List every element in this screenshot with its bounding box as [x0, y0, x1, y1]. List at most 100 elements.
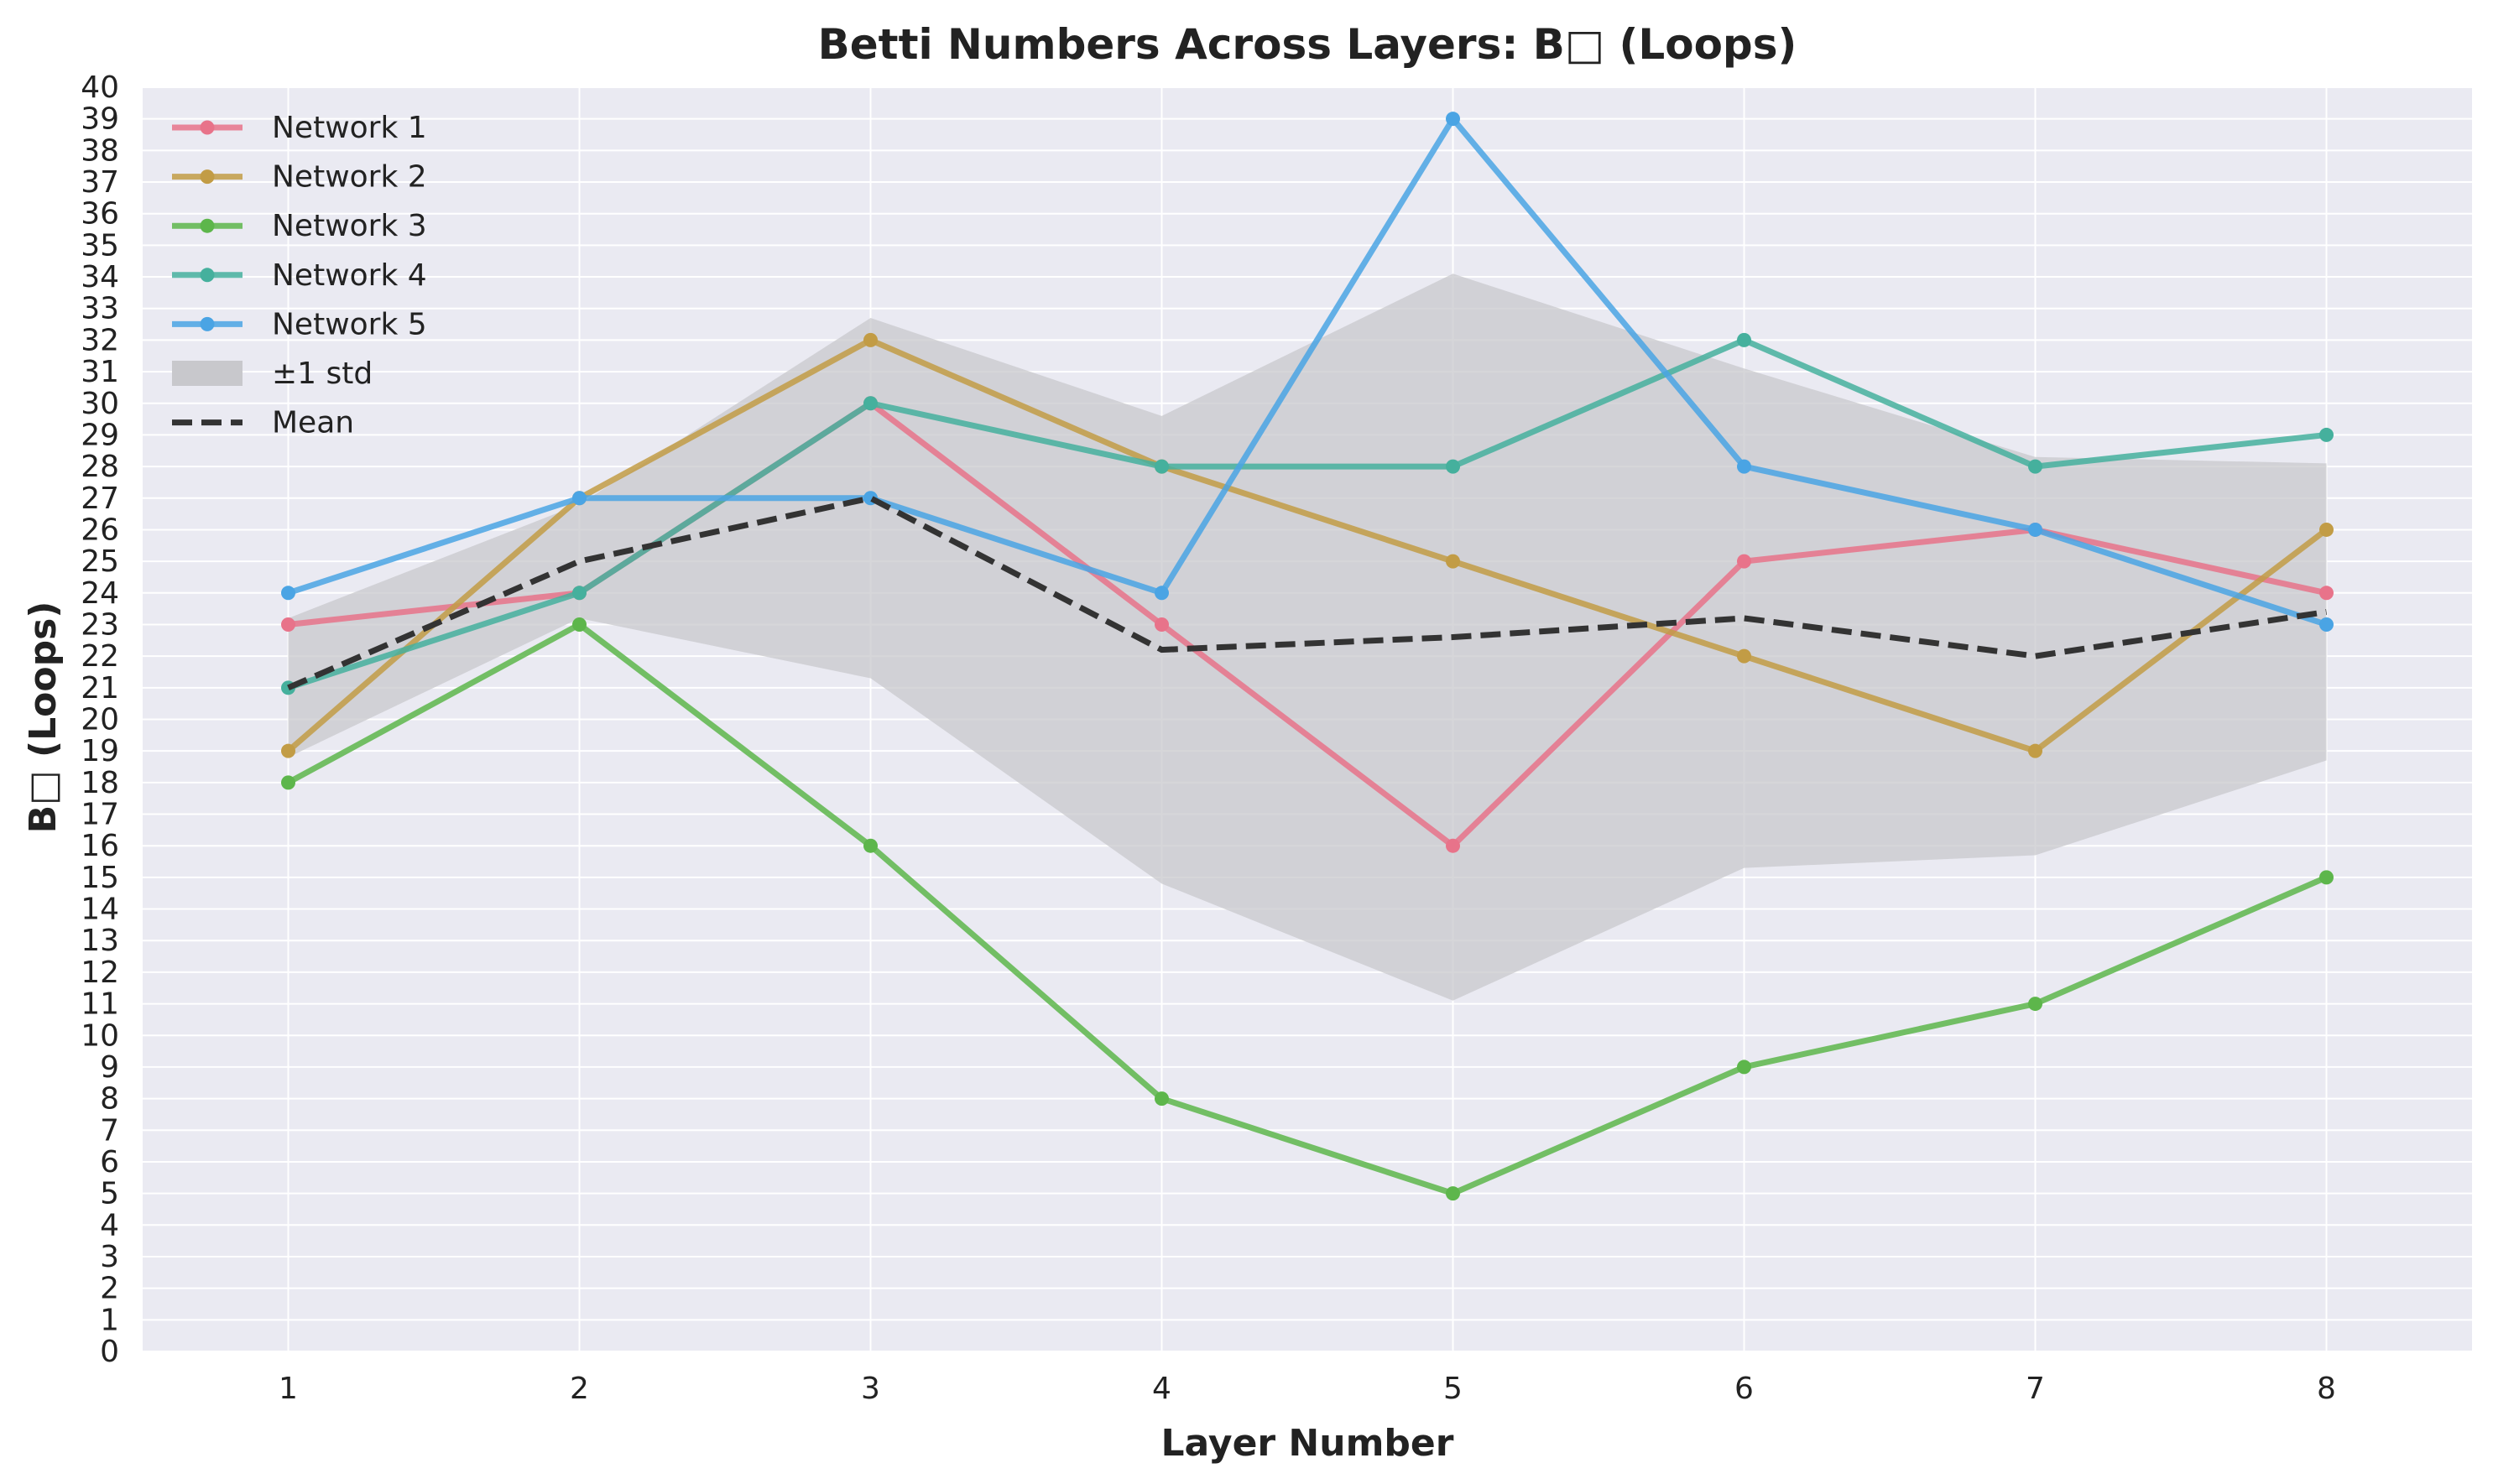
series-network-3	[281, 617, 2334, 1201]
y-tick-label: 24	[81, 576, 119, 611]
data-point	[1446, 838, 1460, 853]
legend-label: Network 1	[272, 111, 427, 145]
data-point	[2028, 743, 2042, 758]
legend-item: Network 1	[172, 111, 427, 145]
y-tick-labels: 0123456789101112131415161718192021222324…	[81, 70, 119, 1369]
y-tick-label: 5	[100, 1177, 119, 1211]
y-tick-label: 16	[81, 829, 119, 863]
legend-item: Network 4	[172, 258, 427, 293]
legend-item: Mean	[172, 406, 354, 440]
series-layer	[281, 112, 2334, 1201]
x-axis-label: Layer Number	[1161, 1422, 1454, 1465]
data-point	[2319, 522, 2334, 537]
data-point	[1737, 459, 1751, 474]
legend-marker	[200, 268, 215, 283]
x-tick-label: 3	[861, 1372, 880, 1406]
y-tick-label: 35	[81, 228, 119, 263]
data-point	[572, 491, 587, 506]
legend-item: Network 5	[172, 307, 427, 341]
legend-item: Network 3	[172, 209, 427, 243]
data-point	[281, 743, 295, 758]
y-tick-label: 23	[81, 607, 119, 642]
y-tick-label: 2	[100, 1272, 119, 1306]
data-point	[1737, 1060, 1751, 1075]
legend: Network 1 Network 2 Network 3 Network 4 Netw…	[172, 111, 427, 440]
legend-marker	[200, 316, 215, 331]
data-point	[1155, 586, 1169, 601]
series-network-5	[281, 112, 2334, 632]
x-tick-label: 4	[1152, 1372, 1171, 1406]
y-tick-label: 37	[81, 165, 119, 200]
y-tick-label: 11	[81, 987, 119, 1022]
data-point	[2028, 997, 2042, 1012]
y-tick-label: 10	[81, 1018, 119, 1053]
x-tick-label: 6	[1734, 1372, 1754, 1406]
y-tick-label: 31	[81, 355, 119, 389]
y-tick-label: 26	[81, 513, 119, 547]
y-tick-label: 39	[81, 102, 119, 137]
y-tick-label: 13	[81, 924, 119, 958]
data-point	[2319, 427, 2334, 442]
data-point	[1446, 459, 1460, 474]
legend-swatch	[172, 361, 243, 386]
y-tick-label: 17	[81, 798, 119, 832]
data-point	[2028, 459, 2042, 474]
data-point	[281, 586, 295, 601]
y-tick-label: 32	[81, 323, 119, 357]
y-tick-label: 9	[100, 1050, 119, 1085]
y-tick-label: 36	[81, 197, 119, 232]
y-tick-label: 33	[81, 292, 119, 326]
y-tick-label: 0	[100, 1335, 119, 1369]
data-point	[2319, 617, 2334, 632]
series-line	[287, 336, 2327, 691]
data-point	[1737, 332, 1751, 347]
y-tick-label: 4	[100, 1208, 119, 1242]
x-tick-label: 8	[2317, 1372, 2336, 1406]
y-tick-label: 40	[81, 70, 119, 105]
std-band	[288, 273, 2327, 1001]
x-tick-labels: 1 2 3 4 5 6 7 8	[279, 1372, 2336, 1406]
x-tick-label: 2	[570, 1372, 589, 1406]
y-tick-label: 7	[100, 1113, 119, 1148]
legend-label: Network 4	[272, 258, 427, 293]
legend-marker	[200, 218, 215, 233]
x-tick-label: 7	[2026, 1372, 2045, 1406]
y-tick-label: 15	[81, 861, 119, 895]
y-tick-label: 25	[81, 544, 119, 579]
data-point	[572, 617, 587, 632]
y-tick-label: 22	[81, 639, 119, 674]
y-tick-label: 18	[81, 766, 119, 800]
x-tick-label: 5	[1443, 1372, 1463, 1406]
series-line	[286, 336, 2329, 754]
data-point	[1446, 112, 1460, 127]
series-line	[286, 621, 2328, 1197]
data-point	[863, 396, 878, 411]
y-tick-label: 1	[100, 1303, 119, 1337]
legend-item: Network 2	[172, 160, 427, 195]
y-tick-label: 28	[81, 450, 119, 484]
data-point	[1737, 554, 1751, 569]
legend-item: ±1 std	[172, 357, 373, 391]
data-point	[2028, 522, 2042, 537]
y-tick-label: 20	[81, 703, 119, 737]
y-tick-label: 21	[81, 671, 119, 706]
legend-label: Network 2	[272, 160, 427, 195]
data-point	[281, 775, 295, 790]
y-tick-label: 34	[81, 260, 119, 294]
data-point	[281, 617, 295, 632]
y-tick-label: 29	[81, 418, 119, 452]
legend-label: Network 5	[272, 307, 427, 341]
data-point	[1155, 617, 1169, 632]
y-tick-label: 12	[81, 955, 119, 990]
y-tick-label: 14	[81, 893, 119, 927]
y-tick-label: 38	[81, 133, 119, 168]
y-tick-label: 6	[100, 1145, 119, 1179]
y-tick-label: 27	[81, 482, 119, 516]
mean-line	[287, 495, 2328, 691]
y-tick-label: 19	[81, 734, 119, 768]
data-point	[863, 332, 878, 347]
data-point	[572, 586, 587, 601]
data-point	[1737, 648, 1751, 664]
